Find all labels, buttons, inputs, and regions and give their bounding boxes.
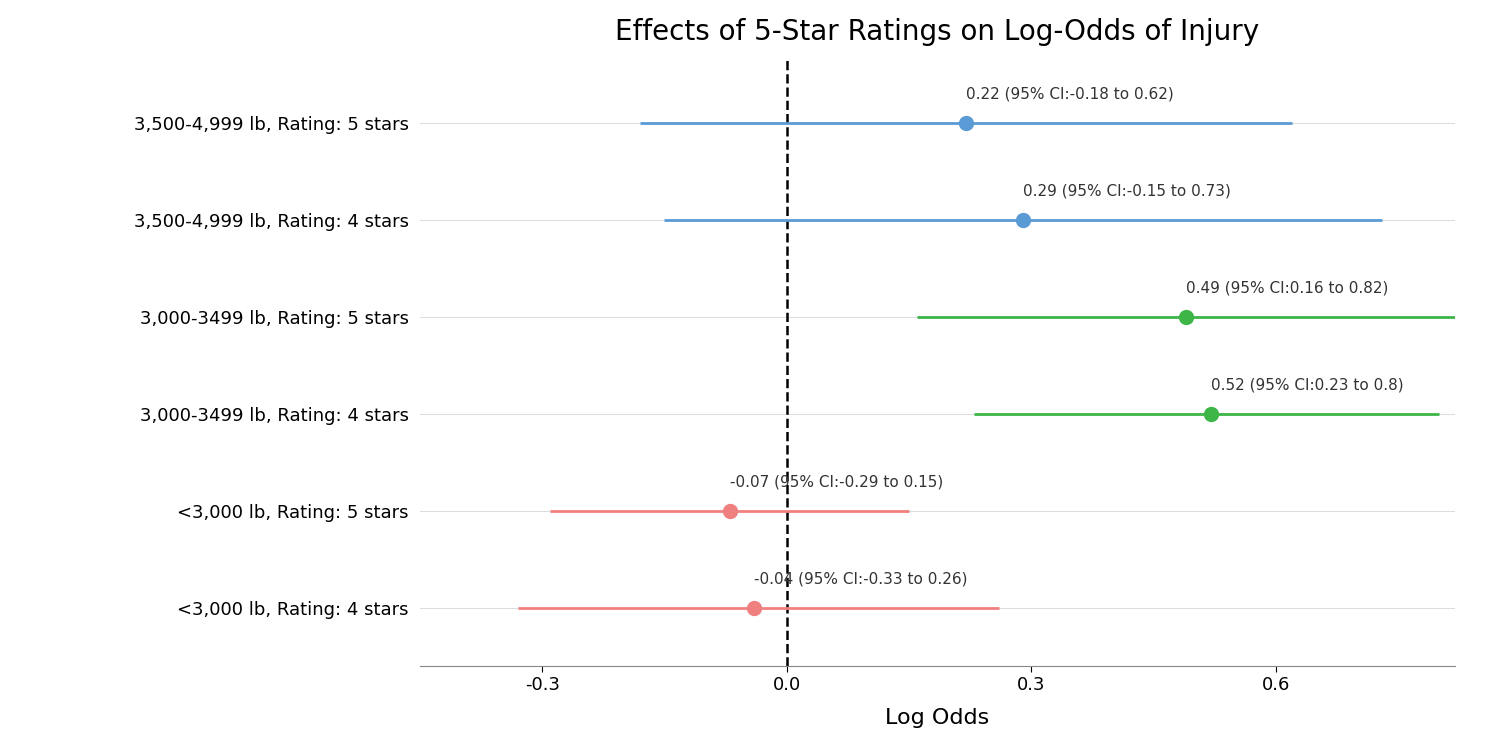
Text: 0.29 (95% CI:-0.15 to 0.73): 0.29 (95% CI:-0.15 to 0.73) bbox=[1023, 183, 1232, 198]
Title: Effects of 5-Star Ratings on Log-Odds of Injury: Effects of 5-Star Ratings on Log-Odds of… bbox=[615, 19, 1260, 46]
Text: 0.22 (95% CI:-0.18 to 0.62): 0.22 (95% CI:-0.18 to 0.62) bbox=[966, 87, 1174, 102]
Text: -0.04 (95% CI:-0.33 to 0.26): -0.04 (95% CI:-0.33 to 0.26) bbox=[754, 571, 968, 586]
Text: 0.52 (95% CI:0.23 to 0.8): 0.52 (95% CI:0.23 to 0.8) bbox=[1210, 377, 1402, 393]
Text: -0.07 (95% CI:-0.29 to 0.15): -0.07 (95% CI:-0.29 to 0.15) bbox=[729, 474, 944, 489]
Text: 0.49 (95% CI:0.16 to 0.82): 0.49 (95% CI:0.16 to 0.82) bbox=[1186, 280, 1389, 295]
X-axis label: Log Odds: Log Odds bbox=[885, 708, 990, 728]
